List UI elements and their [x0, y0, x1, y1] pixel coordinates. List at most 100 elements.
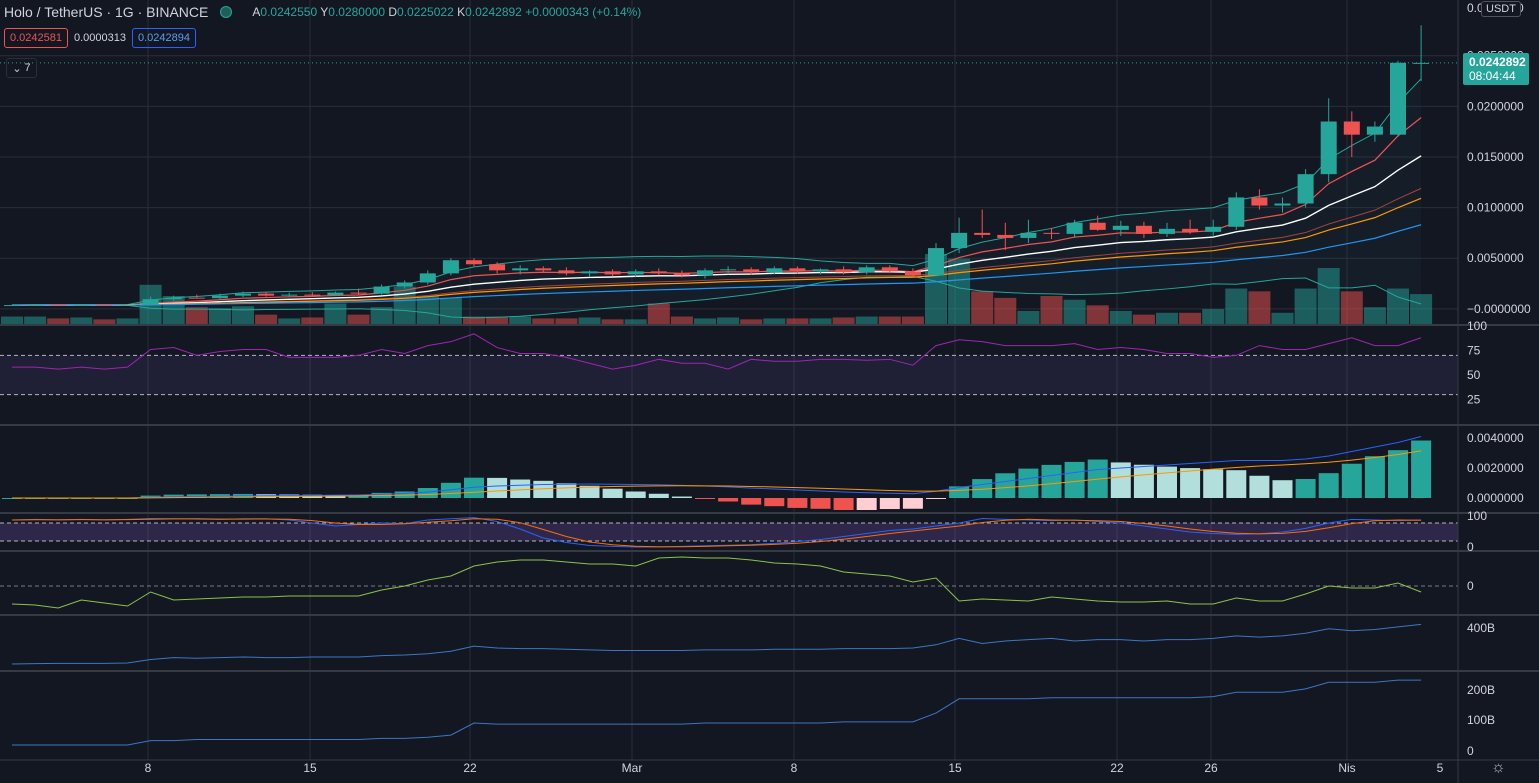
macd-histogram-bar: [1249, 475, 1270, 498]
macd-axis-label: 0.0000000: [1467, 491, 1524, 505]
volume-bar: [185, 307, 208, 324]
macd-histogram-bar: [1226, 470, 1247, 498]
candle-body: [974, 232, 991, 235]
volume-bar: [347, 314, 370, 324]
rsi-axis-label: 50: [1467, 368, 1481, 382]
volume-bar: [93, 319, 116, 324]
candle-body: [1251, 197, 1268, 206]
candle-body: [951, 232, 968, 249]
candle-body: [258, 293, 275, 296]
volume-bar: [47, 318, 70, 324]
volume-bar: [578, 317, 601, 324]
macd-histogram-bar: [1411, 440, 1432, 498]
macd-histogram-bar: [1157, 466, 1177, 498]
candle-body: [419, 273, 436, 283]
last-price: 0.0242892: [1469, 55, 1526, 69]
volume-bar: [601, 319, 624, 324]
bollinger-upper: [11, 78, 1422, 306]
candle-body: [142, 299, 159, 305]
bar-countdown: 08:04:44: [1469, 69, 1516, 83]
volume-bar: [1387, 288, 1409, 324]
high-value: 0.0280000: [328, 5, 385, 19]
symbol-title[interactable]: Holo / TetherUS · 1G · BINANCE: [4, 4, 209, 20]
indicator-value-2: 0.0000313: [74, 32, 126, 44]
candle-body: [1343, 121, 1360, 135]
volume-bar: [1410, 294, 1433, 324]
candle-body: [581, 271, 598, 274]
currency-label[interactable]: USDT: [1481, 1, 1521, 17]
macd-histogram-bar: [879, 498, 900, 510]
volume-axis-label: 400B: [1467, 621, 1495, 635]
macd-histogram-bar: [648, 493, 669, 498]
indicator-value-3[interactable]: 0.0242894: [132, 28, 196, 48]
indicator-value-1[interactable]: 0.0242581: [4, 28, 68, 48]
volume-bar: [763, 318, 786, 324]
time-axis-label: 5: [1437, 761, 1444, 775]
volume-bar: [786, 318, 809, 324]
macd-histogram-bar: [1203, 469, 1224, 498]
open-label: A: [252, 5, 261, 19]
high-label: Y: [320, 5, 329, 19]
candle-body: [350, 292, 367, 294]
indicator-count: 7: [24, 62, 31, 74]
stoch-axis-label: 100: [1467, 509, 1487, 523]
volume-bars: [1, 254, 1433, 324]
time-axis-label: 22: [463, 761, 477, 775]
candle-body: [789, 268, 806, 272]
volume-bar: [255, 314, 278, 324]
rsi-band: [0, 354, 1458, 396]
price-axis-label: 0.0100000: [1467, 201, 1524, 215]
candle-body: [1413, 62, 1430, 64]
volume-bar: [809, 318, 832, 324]
candle-body: [1366, 126, 1383, 135]
signal-line: [12, 450, 1422, 499]
oscillator-pane: [0, 556, 1458, 609]
time-axis[interactable]: 8 15 22 Mar 8 15 22 26 Nis 5: [145, 761, 1444, 775]
candle-body: [1205, 226, 1222, 232]
volume-axis-label: 200B: [1467, 683, 1495, 697]
candle-body: [1135, 225, 1152, 234]
indicator-toggle-button[interactable]: ⌄ 7: [6, 58, 37, 78]
price-axis-label: 0.0200000: [1467, 99, 1524, 113]
candle-body: [281, 294, 298, 296]
macd-histogram-bar: [1041, 464, 1062, 498]
candle-body: [904, 271, 921, 276]
macd-histogram-bar: [602, 488, 623, 498]
volume-bar: [1363, 307, 1386, 324]
candle-body: [928, 248, 944, 276]
volume-bar: [370, 307, 393, 324]
macd-histogram-bar: [1110, 462, 1131, 498]
volume-bar: [116, 318, 139, 324]
candle-body: [1066, 222, 1083, 234]
macd-histogram-bar: [1318, 473, 1339, 498]
candle-body: [188, 297, 205, 299]
volume-bar: [1132, 314, 1155, 324]
macd-histogram-bar: [1133, 464, 1154, 498]
volume-bar: [555, 318, 578, 324]
volume-bar: [486, 316, 509, 324]
price-axis-label: 0.0150000: [1467, 150, 1524, 164]
ohlc-values: A0.0242550 Y0.0280000 D0.0225022 K0.0242…: [252, 5, 641, 19]
gear-icon[interactable]: ☼: [1491, 759, 1506, 776]
candle-body: [1297, 174, 1314, 204]
volume-bar: [416, 296, 439, 324]
macd-histogram-bar: [787, 498, 808, 508]
volume-line-1: [11, 623, 1422, 665]
eye-icon[interactable]: [220, 6, 233, 18]
macd-axis-label: 0.0020000: [1467, 461, 1524, 475]
volume-bar: [70, 317, 93, 324]
candle-body: [743, 269, 760, 273]
macd-histogram-bar: [1272, 480, 1293, 498]
time-axis-label: 8: [145, 761, 152, 775]
candlesticks[interactable]: [4, 25, 1430, 307]
volume-bar: [1086, 305, 1109, 324]
open-value: 0.0242550: [260, 5, 318, 19]
volume-bar: [624, 319, 647, 324]
rsi-axis-label: 75: [1467, 344, 1481, 358]
volume-line-pane-2: [12, 679, 1422, 746]
macd-histogram-bar: [1064, 461, 1085, 498]
candle-body: [1320, 121, 1337, 175]
macd-axis-label: 0.0040000: [1467, 431, 1524, 445]
